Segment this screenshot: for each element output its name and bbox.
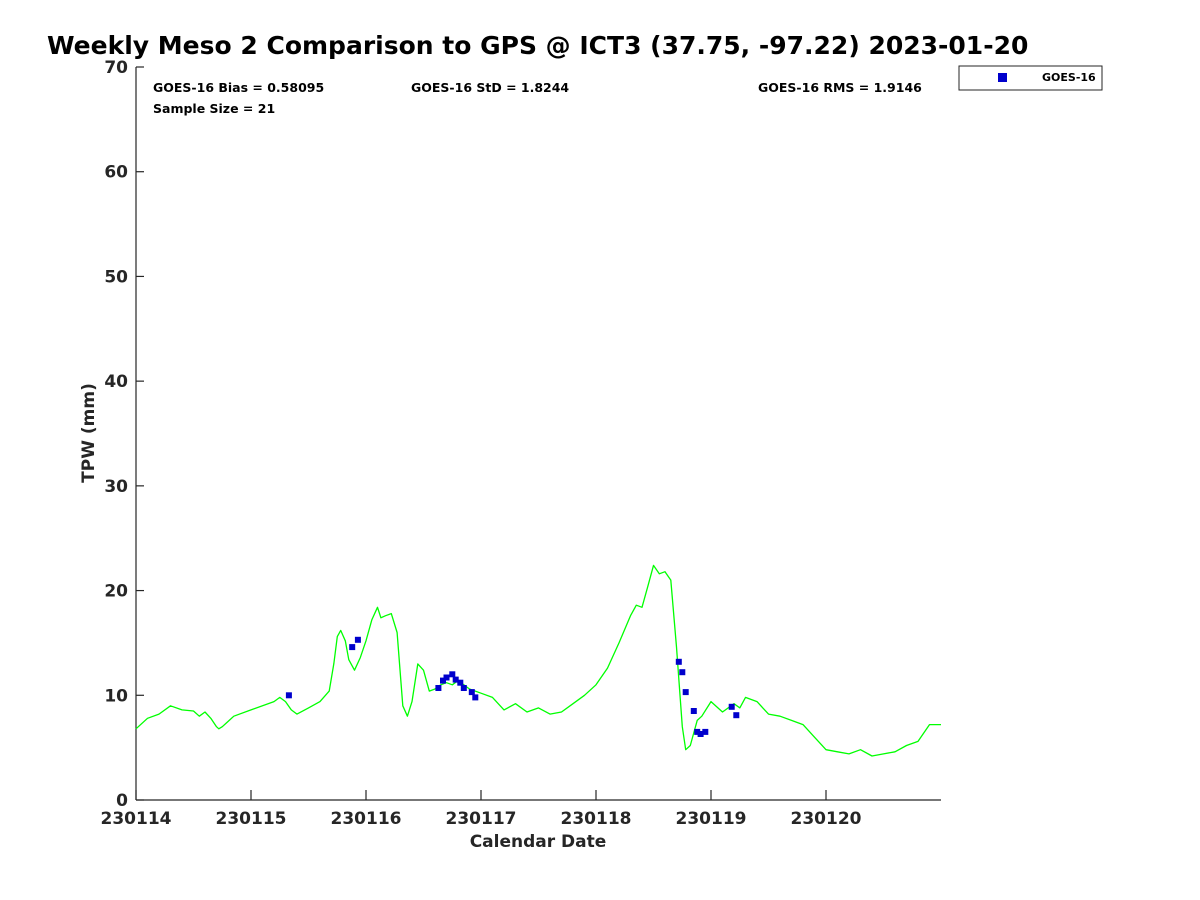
y-tick-label: 70 bbox=[104, 58, 128, 78]
goes16-point bbox=[682, 689, 689, 696]
goes16-point-series bbox=[285, 636, 740, 737]
goes16-point bbox=[285, 692, 292, 699]
x-tick-label: 230115 bbox=[216, 809, 287, 829]
goes16-point bbox=[468, 689, 475, 696]
std-annotation: GOES-16 StD = 1.8244 bbox=[411, 80, 569, 95]
goes16-point bbox=[472, 694, 479, 701]
goes16-point bbox=[702, 728, 709, 735]
goes16-point bbox=[452, 676, 459, 683]
goes16-point bbox=[675, 658, 682, 665]
x-ticks: 230114 230115 230116 230117 230118 230119 2301… bbox=[101, 790, 862, 829]
goes16-point bbox=[449, 671, 456, 678]
rms-annotation: GOES-16 RMS = 1.9146 bbox=[758, 80, 922, 95]
x-tick-label: 230116 bbox=[331, 809, 402, 829]
goes16-point bbox=[694, 728, 701, 735]
legend-box bbox=[958, 65, 1103, 91]
legend: GOES-16 bbox=[958, 65, 1103, 91]
x-tick-label: 230118 bbox=[561, 809, 632, 829]
x-tick-label: 230117 bbox=[446, 809, 517, 829]
x-tick-label: 230119 bbox=[676, 809, 747, 829]
gps-line-series bbox=[135, 564, 941, 757]
goes16-point bbox=[460, 685, 467, 691]
x-axis-label: Calendar Date bbox=[470, 832, 607, 852]
goes16-point bbox=[443, 674, 450, 681]
goes16-point bbox=[440, 677, 446, 684]
y-tick-label: 40 bbox=[104, 372, 128, 392]
legend-marker-goes16 bbox=[998, 73, 1007, 82]
goes16-point bbox=[733, 712, 740, 719]
goes16-point bbox=[354, 636, 361, 643]
legend-label-goes16: GOES-16 bbox=[1042, 71, 1096, 84]
bias-annotation: GOES-16 Bias = 0.58095 bbox=[153, 80, 324, 95]
y-axis-label: TPW (mm) bbox=[79, 383, 99, 483]
x-tick-label: 230120 bbox=[791, 809, 862, 829]
goes16-point bbox=[690, 708, 697, 714]
x-tick-label: 230114 bbox=[101, 809, 172, 829]
goes16-point bbox=[728, 703, 735, 710]
goes16-point bbox=[349, 644, 356, 651]
axes bbox=[135, 67, 941, 801]
y-ticks: 0 10 20 30 40 50 60 70 bbox=[104, 58, 144, 811]
gps-tpw-line bbox=[135, 564, 941, 757]
y-tick-label: 60 bbox=[104, 163, 128, 183]
chart-title: Weekly Meso 2 Comparison to GPS @ ICT3 (… bbox=[47, 31, 1028, 60]
y-tick-label: 10 bbox=[104, 686, 128, 706]
y-tick-label: 50 bbox=[104, 267, 128, 287]
goes16-point bbox=[679, 669, 686, 676]
y-tick-label: 30 bbox=[104, 477, 128, 497]
y-tick-label: 20 bbox=[104, 582, 128, 602]
goes16-point bbox=[435, 685, 442, 691]
goes16-point bbox=[697, 731, 704, 737]
sample-size-annotation: Sample Size = 21 bbox=[153, 101, 275, 116]
y-tick-label: 0 bbox=[116, 791, 128, 811]
goes16-point bbox=[457, 679, 464, 686]
